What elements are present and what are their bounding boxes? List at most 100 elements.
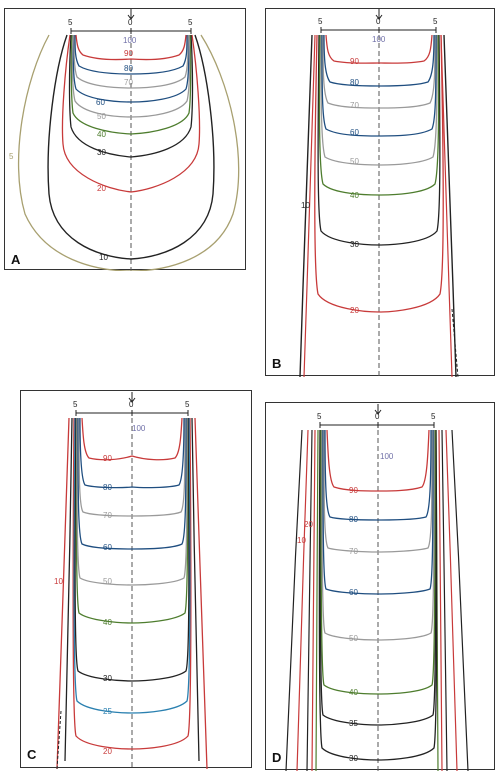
isodose-label-20: 20	[97, 184, 106, 193]
isodose-label-90: 90	[124, 49, 133, 58]
isodose-80	[74, 34, 188, 75]
isodose-label-90: 90	[349, 486, 358, 495]
isodose-25	[73, 417, 191, 714]
isodose-label-60: 60	[349, 588, 358, 597]
scale-tick-center: 0	[128, 18, 133, 27]
isodose-label-60: 60	[350, 128, 359, 137]
isodose-label-60: 60	[103, 543, 112, 552]
isodose-edge-green	[315, 429, 319, 771]
scale-tick-right: 5	[185, 400, 190, 409]
isodose-label-100: 100	[380, 452, 394, 461]
isodose-label-30: 30	[350, 240, 359, 249]
isodose-label-20: 20	[304, 520, 313, 529]
panel-b: 5 0 5 100 90 80 70 60 50 40 30	[265, 8, 495, 377]
isodose-label-50: 50	[97, 112, 106, 121]
isodose-50	[321, 429, 435, 641]
isodose-40	[318, 34, 440, 196]
panel-d: 5 0 5 100 90 80 70 6	[265, 402, 495, 771]
isodose-label-20: 20	[350, 306, 359, 315]
isodose-label-50: 50	[350, 157, 359, 166]
isodose-30	[74, 417, 190, 682]
isodose-10	[443, 34, 457, 377]
isodose-label-35: 35	[349, 719, 358, 728]
isodose-70	[73, 34, 189, 89]
isodose-80	[323, 34, 435, 87]
isodose-70	[322, 34, 436, 109]
isodose-label-60: 60	[96, 98, 105, 107]
isodose-10	[56, 417, 70, 769]
isodose-40	[75, 417, 189, 624]
isodose-label-30: 30	[97, 148, 106, 157]
panel-c: 5 0 5 100 90 80 70 60 50 40	[20, 390, 252, 769]
isodose-label-90: 90	[103, 454, 112, 463]
isodose-plot-d: 5 0 5 100 90 80 70 6	[285, 404, 469, 771]
isodose-60	[77, 417, 187, 550]
panel-label-b: B	[272, 356, 282, 371]
isodose-50	[76, 417, 188, 586]
scale-tick-right: 5	[188, 18, 193, 27]
isodose-60	[72, 34, 190, 103]
isodose-label-40: 40	[349, 688, 358, 697]
isodose-outer	[191, 417, 200, 762]
isodose-20	[61, 34, 201, 193]
isodose-label-20: 20	[103, 747, 112, 756]
isodose-90	[81, 417, 183, 461]
isodose-90	[325, 34, 433, 64]
isodose-label-40: 40	[97, 130, 106, 139]
isodose-label-10: 10	[99, 253, 108, 262]
isodose-90	[326, 429, 430, 492]
panel-label-c: C	[27, 747, 37, 762]
isodose-label-10: 10	[54, 577, 63, 586]
isodose-label-50: 50	[103, 577, 112, 586]
panel-a: 5 0 5 100 90 80 70 60 50 40	[4, 8, 246, 271]
isodose-label-80: 80	[124, 64, 133, 73]
scale-tick-right: 5	[433, 17, 438, 26]
isodose-10	[296, 429, 309, 771]
isodose-20-edge	[306, 429, 313, 771]
isodose-label-100: 100	[123, 36, 137, 45]
isodose-outer-black	[285, 429, 303, 771]
isodose-20-edge-red	[311, 429, 316, 771]
isodose-10	[299, 34, 313, 377]
isodose-outer-black	[451, 429, 469, 771]
scale-tick-left: 5	[317, 412, 322, 421]
isodose-20-edge	[441, 429, 448, 771]
isodose-label-10: 10	[301, 201, 310, 210]
isodose-70	[78, 417, 186, 517]
isodose-label-70: 70	[350, 101, 359, 110]
isodose-label-30: 30	[103, 674, 112, 683]
scale-tick-left: 5	[318, 17, 323, 26]
isodose-70	[323, 429, 433, 553]
isodose-label-5: 5	[9, 152, 14, 161]
isodose-20	[314, 34, 444, 313]
panel-label-a: A	[11, 252, 21, 267]
isodose-plot-b: 5 0 5 100 90 80 70 60 50 40 30	[299, 9, 459, 377]
isodose-5-dashed	[451, 308, 459, 377]
scale-tick-center: 0	[375, 412, 380, 421]
isodose-40	[70, 34, 192, 135]
isodose-label-10: 10	[297, 536, 306, 545]
scale-tick-center: 0	[129, 400, 134, 409]
isodose-label-50: 50	[349, 634, 358, 643]
isodose-label-40: 40	[103, 618, 112, 627]
isodose-label-70: 70	[124, 78, 133, 87]
isodose-label-70: 70	[349, 547, 358, 556]
isodose-label-100: 100	[132, 424, 146, 433]
panel-label-d: D	[272, 750, 282, 765]
isodose-plot-a: 5 0 5 100 90 80 70 60 50 40	[9, 9, 240, 271]
isodose-5	[17, 34, 240, 271]
isodose-label-80: 80	[350, 78, 359, 87]
isodose-50	[320, 34, 438, 166]
isodose-40	[320, 429, 436, 695]
scale-tick-center: 0	[376, 17, 381, 26]
isodose-35	[319, 429, 437, 726]
isodose-label-90: 90	[350, 57, 359, 66]
isodose-plot-c: 5 0 5 100 90 80 70 60 50 40	[54, 392, 208, 769]
isodose-label-80: 80	[103, 483, 112, 492]
isodose-label-30: 30	[349, 754, 358, 763]
scale-tick-right: 5	[431, 412, 436, 421]
isodose-20-edge-red	[438, 429, 443, 771]
isodose-label-80: 80	[349, 515, 358, 524]
isodose-10	[47, 34, 215, 260]
isodose-50	[71, 34, 191, 118]
